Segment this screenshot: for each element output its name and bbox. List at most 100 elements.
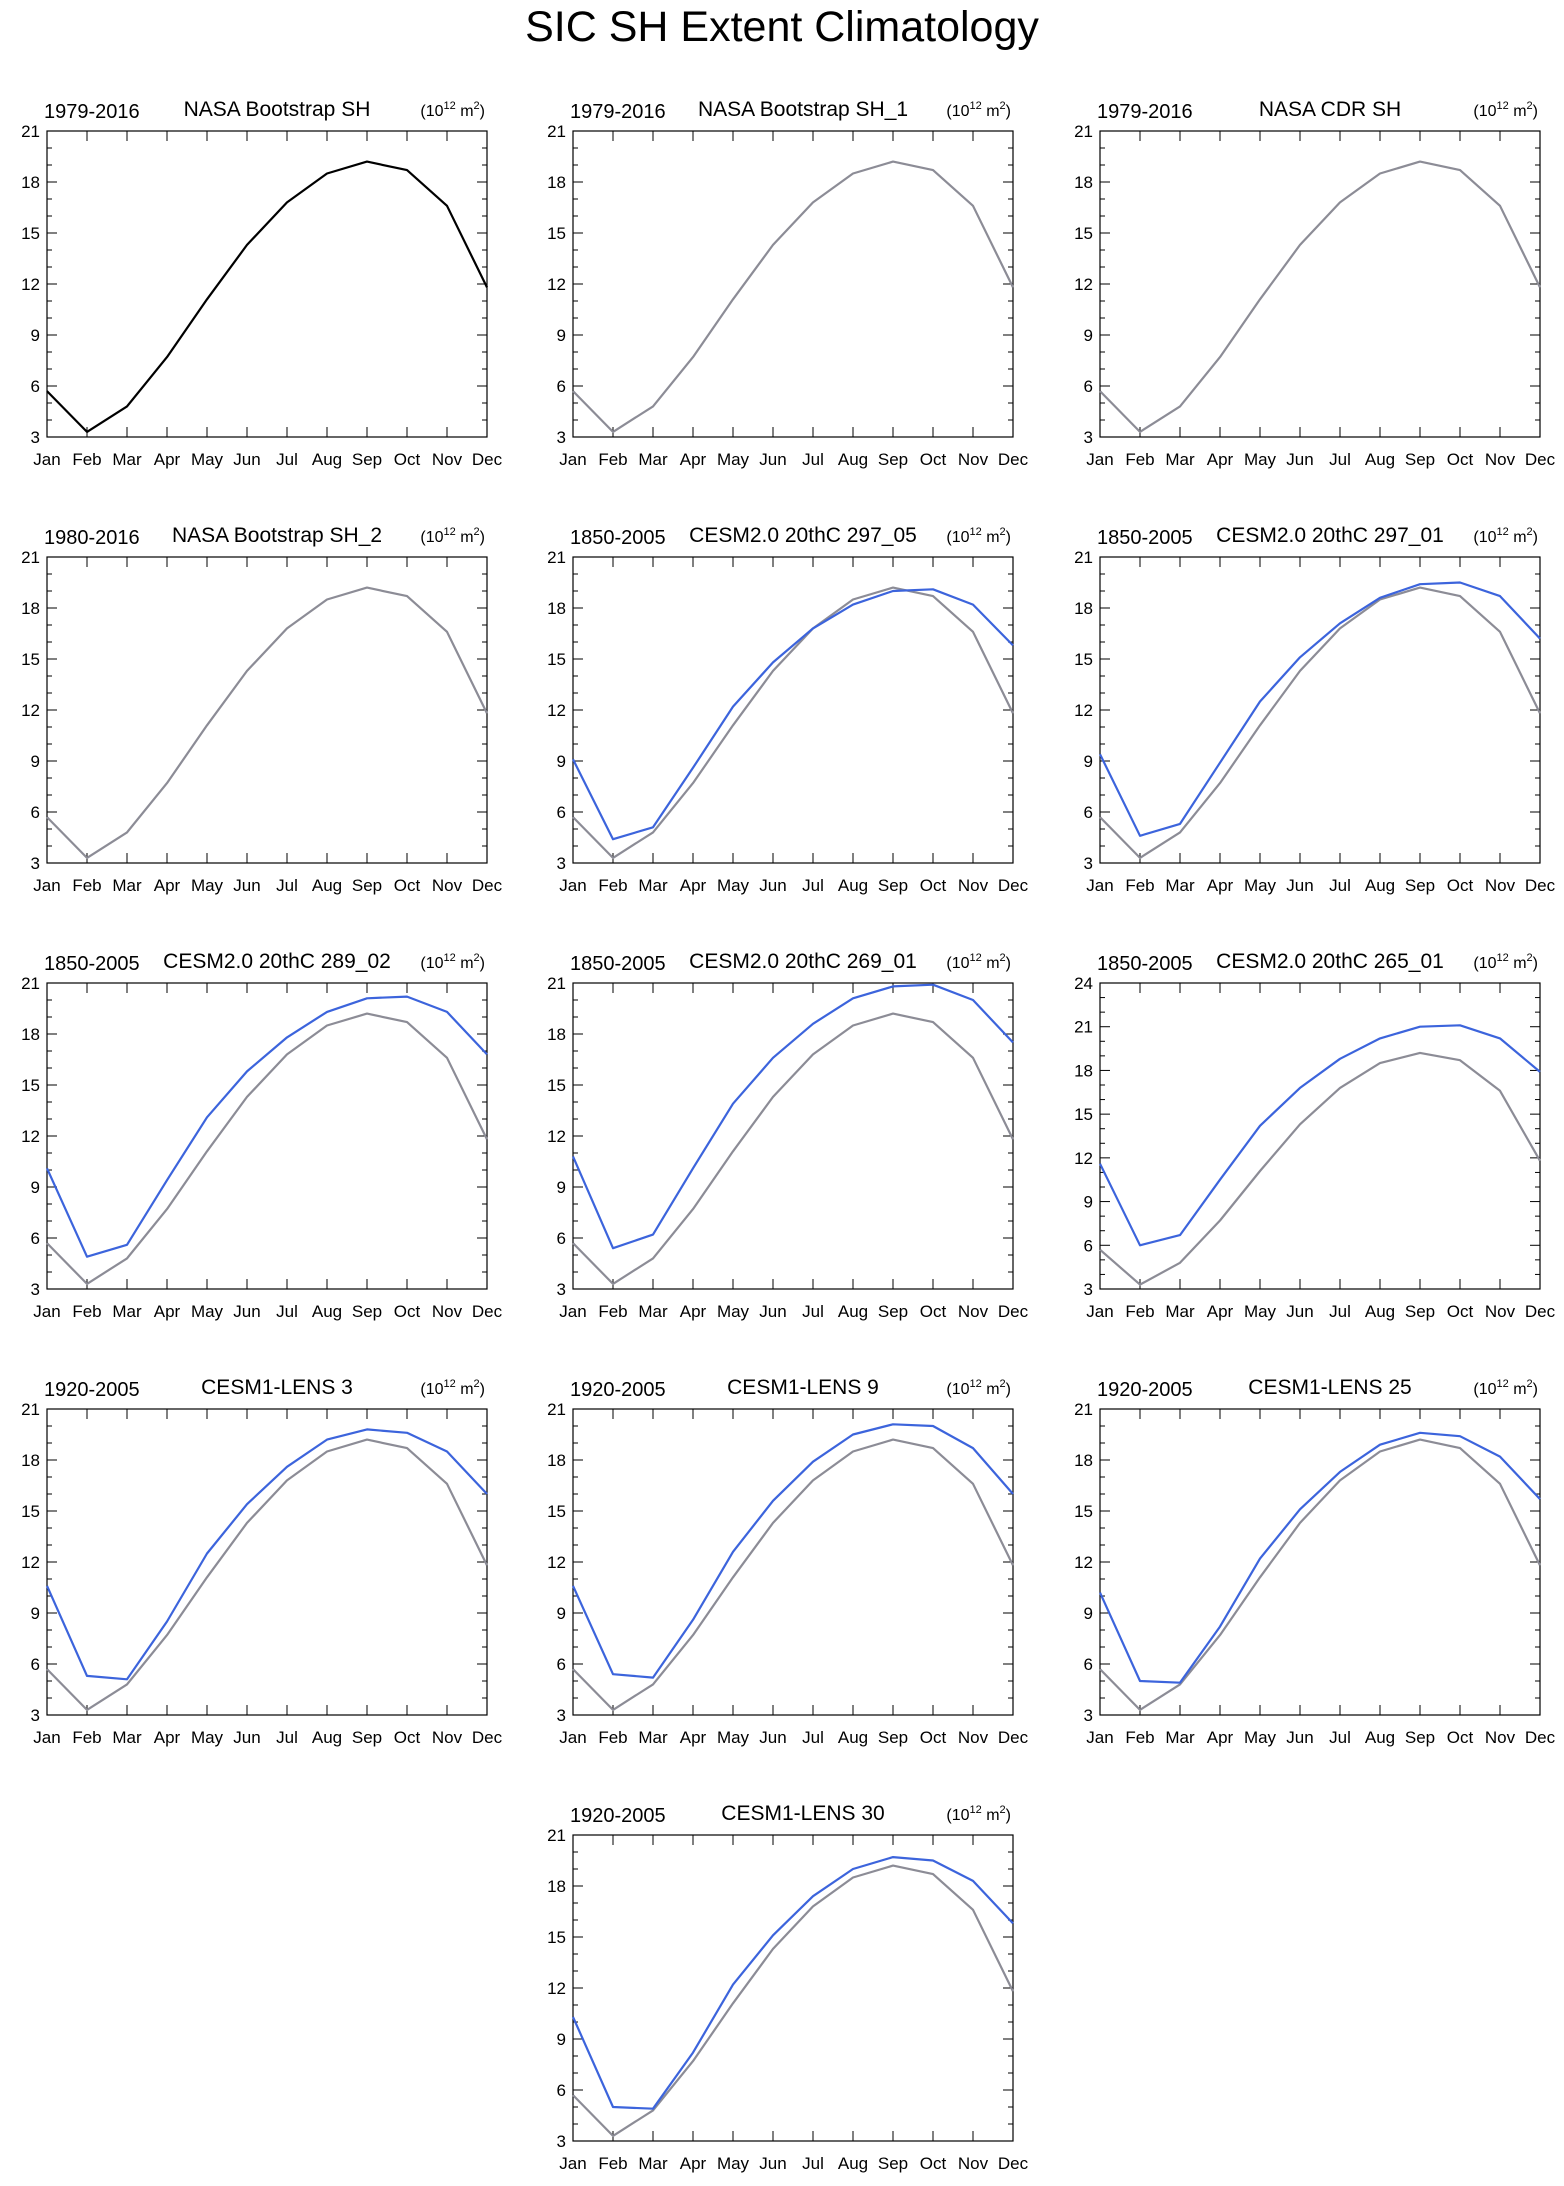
y-tick-label: 18 <box>1074 173 1093 192</box>
x-tick-label-mar: Mar <box>112 450 142 469</box>
y-tick-label: 9 <box>1084 326 1093 345</box>
y-tick-label: 12 <box>1074 1553 1093 1572</box>
x-tick-label-jun: Jun <box>1286 450 1313 469</box>
x-tick-label-dec: Dec <box>998 1302 1029 1321</box>
y-tick-label: 6 <box>557 1655 566 1674</box>
x-tick-label-may: May <box>1244 1302 1277 1321</box>
y-tick-label: 12 <box>547 701 566 720</box>
x-tick-label-jul: Jul <box>1329 876 1351 895</box>
x-tick-label-aug: Aug <box>838 450 868 469</box>
y-tick-label: 3 <box>557 1706 566 1725</box>
y-tick-label: 15 <box>1074 1502 1093 1521</box>
x-tick-label-sep: Sep <box>878 2154 908 2173</box>
x-tick-label-oct: Oct <box>1447 876 1474 895</box>
y-tick-label: 15 <box>1074 650 1093 669</box>
y-tick-label: 3 <box>31 428 40 447</box>
y-tick-label: 9 <box>557 2030 566 2049</box>
x-tick-label-jan: Jan <box>559 876 586 895</box>
plot-frame <box>572 130 1014 438</box>
chart-panel-1: 1979-2016 NASA Bootstrap SH (1012 m2) 3 6 9 12… <box>21 98 503 469</box>
y-tick-label: 6 <box>31 377 40 396</box>
x-tick-label-aug: Aug <box>312 1302 342 1321</box>
y-tick-label: 18 <box>547 1451 566 1470</box>
x-tick-label-mar: Mar <box>638 450 668 469</box>
y-tick-label: 3 <box>31 1280 40 1299</box>
x-tick-label-sep: Sep <box>1405 876 1435 895</box>
x-tick-label-jun: Jun <box>759 450 786 469</box>
x-tick-label-sep: Sep <box>878 450 908 469</box>
x-tick-label-oct: Oct <box>920 2154 947 2173</box>
series-line-observation <box>1099 160 1541 433</box>
y-tick-label: 21 <box>547 974 566 993</box>
x-tick-label-jan: Jan <box>1086 1302 1113 1321</box>
panel-period: 1850-2005 <box>44 953 140 975</box>
y-tick-label: 6 <box>557 1229 566 1248</box>
x-tick-label-nov: Nov <box>958 450 989 469</box>
x-tick-label-jun: Jun <box>1286 1302 1313 1321</box>
y-tick-label: 3 <box>1084 1706 1093 1725</box>
x-tick-label-feb: Feb <box>598 1302 627 1321</box>
x-tick-label-feb: Feb <box>1125 1728 1154 1747</box>
x-tick-label-apr: Apr <box>680 1728 707 1747</box>
x-tick-label-mar: Mar <box>638 2154 668 2173</box>
y-tick-label: 21 <box>21 122 40 141</box>
x-tick-label-nov: Nov <box>432 450 463 469</box>
x-tick-label-aug: Aug <box>312 450 342 469</box>
chart-panel-6: 1850-2005 CESM2.0 20thC 297_01 (1012 m2) 3 6… <box>1074 524 1556 895</box>
y-tick-label: 9 <box>557 752 566 771</box>
x-tick-label-jun: Jun <box>233 450 260 469</box>
y-tick-label: 15 <box>547 1076 566 1095</box>
panel-units: (1012 m2) <box>1473 526 1538 546</box>
x-tick-label-jan: Jan <box>559 1728 586 1747</box>
y-tick-label: 21 <box>547 1400 566 1419</box>
x-tick-label-jun: Jun <box>233 1728 260 1747</box>
x-tick-label-jul: Jul <box>276 876 298 895</box>
series-line-observation <box>46 586 488 860</box>
x-tick-label-dec: Dec <box>1525 450 1556 469</box>
x-tick-label-sep: Sep <box>878 1302 908 1321</box>
x-tick-label-sep: Sep <box>878 1728 908 1747</box>
y-tick-label: 3 <box>1084 854 1093 873</box>
x-tick-label-dec: Dec <box>472 450 503 469</box>
series-line-model <box>1099 1024 1541 1247</box>
y-tick-label: 21 <box>547 1826 566 1845</box>
series-line-model <box>1099 581 1541 837</box>
series-line-observation <box>1099 1438 1541 1712</box>
panel-units: (1012 m2) <box>420 526 485 546</box>
x-tick-label-feb: Feb <box>598 1728 627 1747</box>
plot-frame <box>572 1834 1014 2142</box>
y-tick-label: 6 <box>31 803 40 822</box>
plot-frame <box>46 982 488 1290</box>
x-tick-label-aug: Aug <box>1365 876 1395 895</box>
x-tick-label-apr: Apr <box>1207 1302 1234 1321</box>
y-tick-label: 12 <box>21 1127 40 1146</box>
x-tick-label-dec: Dec <box>472 876 503 895</box>
x-tick-label-may: May <box>191 1728 224 1747</box>
series-line-observation <box>46 1012 488 1286</box>
x-tick-label-oct: Oct <box>394 1302 421 1321</box>
x-tick-label-nov: Nov <box>958 1302 989 1321</box>
y-tick-label: 3 <box>557 854 566 873</box>
y-tick-label: 6 <box>1084 1655 1093 1674</box>
y-tick-label: 21 <box>1074 122 1093 141</box>
x-tick-label-may: May <box>717 2154 750 2173</box>
x-tick-label-jan: Jan <box>1086 450 1113 469</box>
panel-units: (1012 m2) <box>946 1378 1011 1398</box>
y-tick-label: 12 <box>547 1127 566 1146</box>
x-tick-label-apr: Apr <box>1207 1728 1234 1747</box>
x-tick-label-aug: Aug <box>1365 1302 1395 1321</box>
x-tick-label-mar: Mar <box>1165 1728 1195 1747</box>
series-line-observation <box>1099 1051 1541 1286</box>
figure-title: SIC SH Extent Climatology <box>525 3 1039 51</box>
x-tick-label-dec: Dec <box>1525 1728 1556 1747</box>
x-tick-label-jan: Jan <box>33 450 60 469</box>
chart-panel-2: 1979-2016 NASA Bootstrap SH_1 (1012 m2) 3 6 9… <box>547 98 1029 469</box>
plot-frame <box>572 982 1014 1290</box>
x-tick-label-jul: Jul <box>802 876 824 895</box>
y-tick-label: 15 <box>547 1928 566 1947</box>
plot-frame <box>1099 556 1541 864</box>
y-tick-label: 9 <box>1084 752 1093 771</box>
series-line-model <box>571 1855 1014 2110</box>
x-tick-label-oct: Oct <box>1447 1728 1474 1747</box>
x-tick-label-apr: Apr <box>1207 876 1234 895</box>
